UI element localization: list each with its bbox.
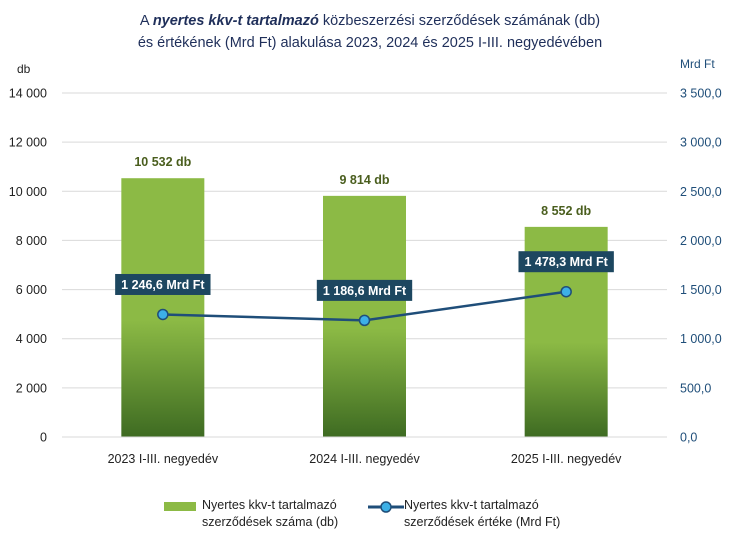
legend-line-marker [380, 501, 392, 513]
right-axis-tick-label: 3 500,0 [680, 87, 722, 101]
left-axis-unit: db [17, 62, 31, 76]
right-axis-unit: Mrd Ft [680, 57, 715, 71]
legend-bar-swatch [164, 502, 196, 511]
line-data-label-text: 1 186,6 Mrd Ft [323, 284, 407, 298]
left-axis-tick-label: 4 000 [16, 332, 47, 346]
line-data-label: 1 186,6 Mrd Ft [316, 279, 413, 301]
right-axis-tick-label: 1 500,0 [680, 283, 722, 297]
line-data-label-box [316, 279, 413, 301]
legend-line-label-line-2: szerződések értéke (Mrd Ft) [404, 515, 560, 529]
left-axis-tick-label: 8 000 [16, 234, 47, 248]
left-axis-tick-label: 12 000 [9, 136, 47, 150]
legend-bar-label-line-1: Nyertes kkv-t tartalmazó [202, 498, 337, 512]
legend-line-label-line-1: Nyertes kkv-t tartalmazó [404, 498, 539, 512]
bar-data-label: 9 814 db [339, 173, 389, 187]
left-axis-ticks: 0 2 000 4 000 6 000 8 000 10 000 12 000 14 000 [9, 87, 47, 445]
line-point [157, 308, 169, 321]
right-axis-tick-label: 500,0 [680, 381, 711, 395]
line-point [560, 285, 572, 298]
right-axis-tick-label: 3 000,0 [680, 136, 722, 150]
right-axis-tick-label: 1 000,0 [680, 332, 722, 346]
line-data-label: 1 478,3 Mrd Ft [518, 251, 614, 273]
bar [121, 178, 205, 437]
left-axis-tick-label: 14 000 [9, 87, 47, 101]
line-data-label-box [518, 251, 614, 273]
line-data-label-text: 1 246,6 Mrd Ft [121, 278, 205, 292]
category-label: 2025 I-III. negyedév [511, 452, 622, 466]
left-axis-tick-label: 2 000 [16, 381, 47, 395]
line-series [157, 285, 572, 327]
left-axis-tick-label: 6 000 [16, 283, 47, 297]
bar-series [121, 178, 608, 437]
chart-title-line-2: és értékének (Mrd Ft) alakulása 2023, 20… [138, 35, 602, 51]
category-labels: 2023 I-III. negyedév 2024 I-III. negyedév… [108, 452, 623, 466]
line-data-label-text: 1 478,3 Mrd Ft [524, 255, 608, 269]
line-data-label: 1 246,6 Mrd Ft [115, 273, 211, 295]
line-data-labels: 1 246,6 Mrd Ft 1 186,6 Mrd Ft 1 478,3 Mrd … [115, 251, 614, 301]
legend: Nyertes kkv-t tartalmazó szerződések szá… [164, 498, 560, 529]
right-axis-ticks: 0,0 500,0 1 000,0 1 500,0 2 000,0 2 500,0 3 00… [680, 87, 722, 445]
bar-data-labels: 10 532 db 9 814 db 8 552 db [134, 155, 591, 218]
category-label: 2023 I-III. negyedév [108, 452, 219, 466]
bar-data-label: 10 532 db [134, 155, 191, 169]
right-axis-tick-label: 2 000,0 [680, 234, 722, 248]
category-label: 2024 I-III. negyedév [309, 452, 420, 466]
chart-title-line-1: A nyertes kkv-t tartalmazó közbeszerzési… [140, 13, 600, 29]
left-axis-tick-label: 0 [40, 431, 47, 445]
bar-data-label: 8 552 db [541, 204, 591, 218]
line-point [358, 314, 371, 327]
left-axis-tick-label: 10 000 [9, 185, 47, 199]
line-data-label-box [115, 273, 211, 295]
right-axis-tick-label: 0,0 [680, 431, 697, 445]
right-axis-tick-label: 2 500,0 [680, 185, 722, 199]
legend-bar-label-line-2: szerződések száma (db) [202, 515, 338, 529]
